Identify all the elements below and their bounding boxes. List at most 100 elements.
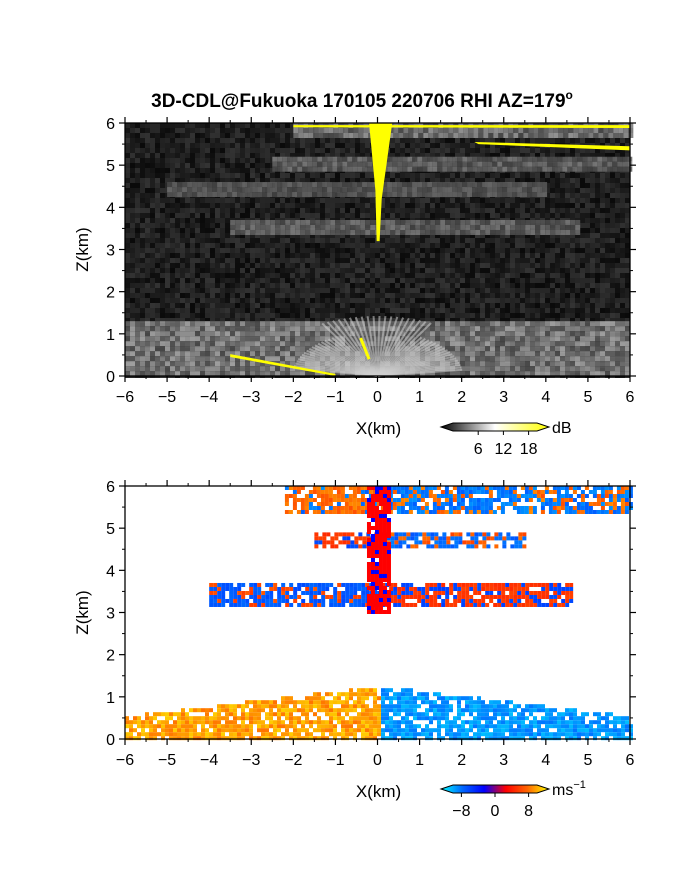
reflectivity-noise-cell (165, 303, 170, 308)
reflectivity-noise-cell (335, 258, 340, 263)
reflectivity-noise-cell (275, 283, 280, 288)
reflectivity-noise-cell (540, 308, 545, 313)
reflectivity-noise-cell (350, 178, 355, 183)
reflectivity-noise-cell (395, 213, 400, 218)
reflectivity-noise-cell (180, 248, 185, 253)
reflectivity-noise-cell (140, 138, 145, 143)
reflectivity-noise-cell (505, 268, 510, 273)
reflectivity-noise-cell (480, 203, 485, 208)
reflectivity-noise-cell (130, 263, 135, 268)
reflectivity-noise-cell (410, 298, 415, 303)
reflectivity-noise-cell (175, 258, 180, 263)
reflectivity-noise-cell (605, 298, 610, 303)
reflectivity-noise-cell (340, 258, 345, 263)
reflectivity-noise-cell (345, 208, 350, 213)
reflectivity-noise-cell (150, 278, 155, 283)
reflectivity-noise-cell (575, 238, 580, 243)
reflectivity-noise-cell (310, 238, 315, 243)
reflectivity-noise-cell (175, 148, 180, 153)
reflectivity-noise-cell (185, 273, 190, 278)
reflectivity-noise-cell (515, 208, 520, 213)
reflectivity-noise-cell (425, 268, 430, 273)
reflectivity-noise-cell (385, 178, 390, 183)
reflectivity-noise-cell (245, 253, 250, 258)
reflectivity-noise-cell (375, 298, 380, 303)
reflectivity-noise-cell (330, 263, 335, 268)
reflectivity-noise-cell (190, 148, 195, 153)
reflectivity-noise-cell (605, 138, 610, 143)
reflectivity-noise-cell (150, 183, 155, 188)
reflectivity-noise-cell (340, 213, 345, 218)
reflectivity-noise-cell (170, 168, 175, 173)
reflectivity-noise-cell (190, 303, 195, 308)
reflectivity-noise-cell (220, 248, 225, 253)
reflectivity-noise-cell (170, 218, 175, 223)
reflectivity-noise-cell (340, 313, 345, 318)
reflectivity-noise-cell (390, 278, 395, 283)
reflectivity-noise-cell (430, 313, 435, 318)
reflectivity-noise-cell (220, 168, 225, 173)
reflectivity-noise-cell (525, 208, 530, 213)
reflectivity-noise-cell (150, 233, 155, 238)
reflectivity-noise-cell (345, 283, 350, 288)
reflectivity-noise-cell (435, 238, 440, 243)
reflectivity-noise-cell (610, 278, 615, 283)
reflectivity-noise-cell (510, 303, 515, 308)
reflectivity-noise-cell (540, 148, 545, 153)
reflectivity-noise-cell (565, 183, 570, 188)
reflectivity-noise-cell (245, 158, 250, 163)
reflectivity-noise-cell (350, 263, 355, 268)
reflectivity-noise-cell (280, 123, 285, 128)
reflectivity-noise-cell (185, 278, 190, 283)
reflectivity-noise-cell (390, 303, 395, 308)
reflectivity-noise-cell (530, 208, 535, 213)
reflectivity-noise-cell (205, 313, 210, 318)
reflectivity-noise-cell (495, 173, 500, 178)
reflectivity-noise-cell (240, 283, 245, 288)
reflectivity-noise-cell (380, 278, 385, 283)
reflectivity-noise-cell (255, 278, 260, 283)
reflectivity-noise-cell (460, 173, 465, 178)
reflectivity-noise-cell (270, 243, 275, 248)
reflectivity-noise-cell (320, 198, 325, 203)
reflectivity-noise-cell (550, 233, 555, 238)
reflectivity-noise-cell (560, 173, 565, 178)
reflectivity-noise-cell (570, 173, 575, 178)
reflectivity-noise-cell (230, 213, 235, 218)
reflectivity-noise-cell (595, 173, 600, 178)
reflectivity-noise-cell (240, 153, 245, 158)
reflectivity-noise-cell (220, 303, 225, 308)
reflectivity-noise-cell (170, 318, 175, 323)
reflectivity-noise-cell (145, 218, 150, 223)
reflectivity-noise-cell (205, 308, 210, 313)
reflectivity-noise-cell (450, 313, 455, 318)
reflectivity-noise-cell (405, 273, 410, 278)
reflectivity-noise-cell (185, 218, 190, 223)
reflectivity-noise-cell (590, 228, 595, 233)
reflectivity-noise-cell (335, 178, 340, 183)
reflectivity-noise-cell (165, 273, 170, 278)
reflectivity-noise-cell (460, 213, 465, 218)
reflectivity-noise-cell (345, 178, 350, 183)
reflectivity-noise-cell (255, 248, 260, 253)
reflectivity-noise-cell (355, 283, 360, 288)
reflectivity-noise-cell (255, 318, 260, 323)
reflectivity-noise-cell (550, 283, 555, 288)
reflectivity-noise-cell (505, 253, 510, 258)
reflectivity-noise-cell (225, 293, 230, 298)
reflectivity-noise-cell (200, 268, 205, 273)
reflectivity-noise-cell (345, 278, 350, 283)
reflectivity-noise-cell (370, 313, 375, 318)
reflectivity-noise-cell (395, 293, 400, 298)
reflectivity-noise-cell (135, 243, 140, 248)
reflectivity-noise-cell (360, 203, 365, 208)
reflectivity-noise-cell (460, 268, 465, 273)
reflectivity-noise-cell (310, 138, 315, 143)
reflectivity-noise-cell (365, 248, 370, 253)
reflectivity-noise-cell (515, 238, 520, 243)
reflectivity-noise-cell (185, 138, 190, 143)
reflectivity-noise-cell (585, 258, 590, 263)
reflectivity-noise-cell (425, 198, 430, 203)
reflectivity-noise-cell (455, 258, 460, 263)
reflectivity-noise-cell (565, 203, 570, 208)
